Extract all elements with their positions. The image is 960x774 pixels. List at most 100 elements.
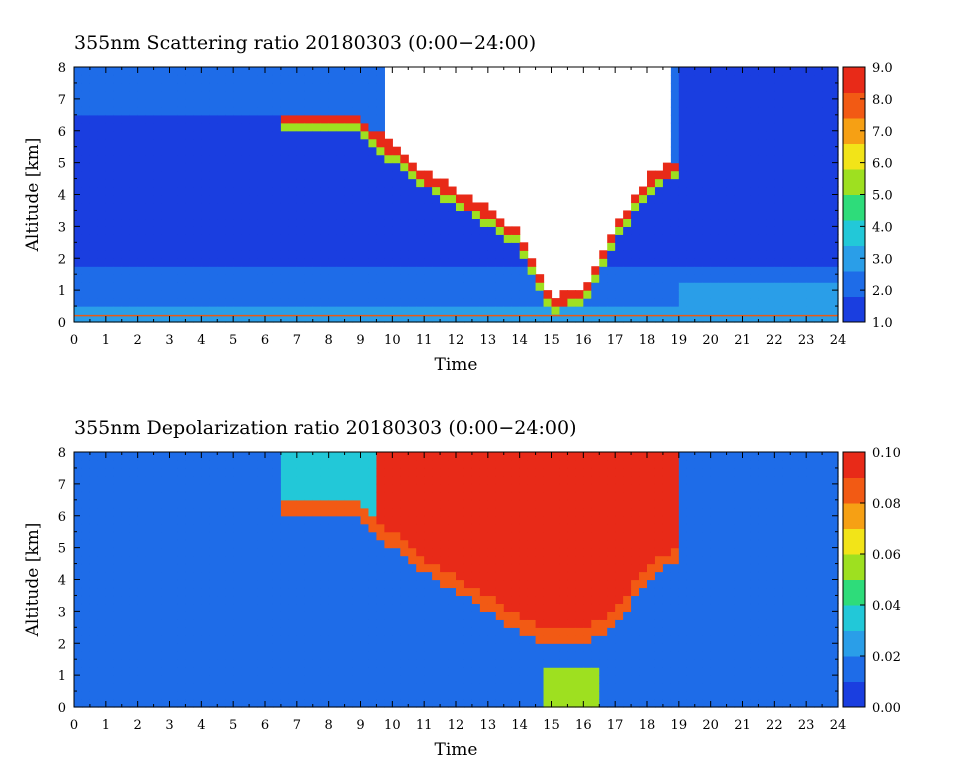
heatmap-cell: [440, 691, 449, 700]
heatmap-cell: [647, 500, 656, 509]
heatmap-cell: [162, 651, 171, 660]
heatmap-cell: [122, 218, 131, 227]
heatmap-cell: [520, 627, 529, 636]
heatmap-cell: [281, 131, 290, 140]
heatmap-cell: [154, 532, 163, 541]
heatmap-cell: [631, 611, 640, 620]
heatmap-cell: [567, 635, 576, 644]
heatmap-cell: [448, 659, 457, 668]
heatmap-cell: [201, 587, 210, 596]
heatmap-cell: [488, 564, 497, 573]
heatmap-cell: [400, 163, 409, 172]
heatmap-cell: [74, 187, 83, 196]
heatmap-cell: [376, 548, 385, 557]
heatmap-cell: [790, 195, 799, 204]
heatmap-cell: [217, 115, 226, 124]
heatmap-cell: [289, 548, 298, 557]
heatmap-cell: [703, 306, 712, 315]
heatmap-cell: [217, 234, 226, 243]
heatmap-cell: [583, 587, 592, 596]
heatmap-cell: [607, 500, 616, 509]
heatmap-cell: [154, 508, 163, 517]
heatmap-cell: [337, 524, 346, 533]
heatmap-cell: [130, 187, 139, 196]
heatmap-cell: [663, 619, 672, 628]
heatmap-cell: [337, 564, 346, 573]
heatmap-cell: [400, 580, 409, 589]
heatmap-cell: [735, 131, 744, 140]
heatmap-cell: [376, 139, 385, 148]
heatmap-cell: [297, 468, 306, 477]
heatmap-cell: [464, 452, 473, 461]
heatmap-cell: [170, 468, 179, 477]
heatmap-cell: [384, 548, 393, 557]
heatmap-cell: [353, 691, 362, 700]
heatmap-cell: [727, 258, 736, 267]
heatmap-cell: [830, 67, 839, 76]
heatmap-cell: [663, 572, 672, 581]
heatmap-cell: [177, 548, 186, 557]
heatmap-cell: [496, 524, 505, 533]
heatmap-cell: [583, 484, 592, 493]
heatmap-cell: [209, 587, 218, 596]
heatmap-cell: [631, 516, 640, 525]
heatmap-cell: [209, 564, 218, 573]
heatmap-cell: [321, 524, 330, 533]
heatmap-cell: [782, 218, 791, 227]
heatmap-cell: [177, 282, 186, 291]
heatmap-cell: [273, 250, 282, 259]
heatmap-cell: [305, 91, 314, 100]
heatmap-cell: [631, 242, 640, 251]
heatmap-cell: [663, 548, 672, 557]
heatmap-cell: [806, 242, 815, 251]
heatmap-cell: [790, 75, 799, 84]
heatmap-cell: [480, 274, 489, 283]
heatmap-cell: [607, 564, 616, 573]
heatmap-cell: [368, 274, 377, 283]
heatmap-cell: [241, 210, 250, 219]
heatmap-cell: [639, 250, 648, 259]
heatmap-cell: [448, 460, 457, 469]
heatmap-cell: [98, 242, 107, 251]
heatmap-cell: [528, 492, 537, 501]
heatmap-cell: [774, 67, 783, 76]
heatmap-cell: [392, 675, 401, 684]
heatmap-cell: [209, 580, 218, 589]
heatmap-cell: [504, 540, 513, 549]
heatmap-cell: [177, 595, 186, 604]
heatmap-cell: [432, 580, 441, 589]
heatmap-cell: [552, 556, 561, 565]
heatmap-cell: [329, 595, 338, 604]
heatmap-cell: [90, 548, 99, 557]
heatmap-cell: [814, 131, 823, 140]
heatmap-cell: [408, 619, 417, 628]
heatmap-cell: [774, 226, 783, 235]
heatmap-cell: [273, 500, 282, 509]
heatmap-cell: [74, 226, 83, 235]
heatmap-cell: [368, 202, 377, 211]
heatmap-cell: [98, 202, 107, 211]
heatmap-cell: [353, 699, 362, 708]
heatmap-cell: [90, 195, 99, 204]
heatmap-cell: [647, 290, 656, 299]
heatmap-cell: [448, 667, 457, 676]
heatmap-cell: [122, 83, 131, 92]
heatmap-cell: [822, 131, 831, 140]
heatmap-cell: [321, 155, 330, 164]
heatmap-cell: [353, 147, 362, 156]
heatmap-cell: [758, 242, 767, 251]
heatmap-cell: [822, 290, 831, 299]
heatmap-cell: [273, 131, 282, 140]
heatmap-cell: [321, 234, 330, 243]
heatmap-cell: [337, 683, 346, 692]
heatmap-cell: [774, 202, 783, 211]
heatmap-cell: [138, 282, 147, 291]
heatmap-cell: [305, 492, 314, 501]
heatmap-cell: [209, 258, 218, 267]
heatmap-cell: [257, 627, 266, 636]
heatmap-cell: [384, 187, 393, 196]
heatmap-cell: [353, 75, 362, 84]
heatmap-cell: [353, 667, 362, 676]
heatmap-cell: [416, 210, 425, 219]
heatmap-cell: [416, 611, 425, 620]
